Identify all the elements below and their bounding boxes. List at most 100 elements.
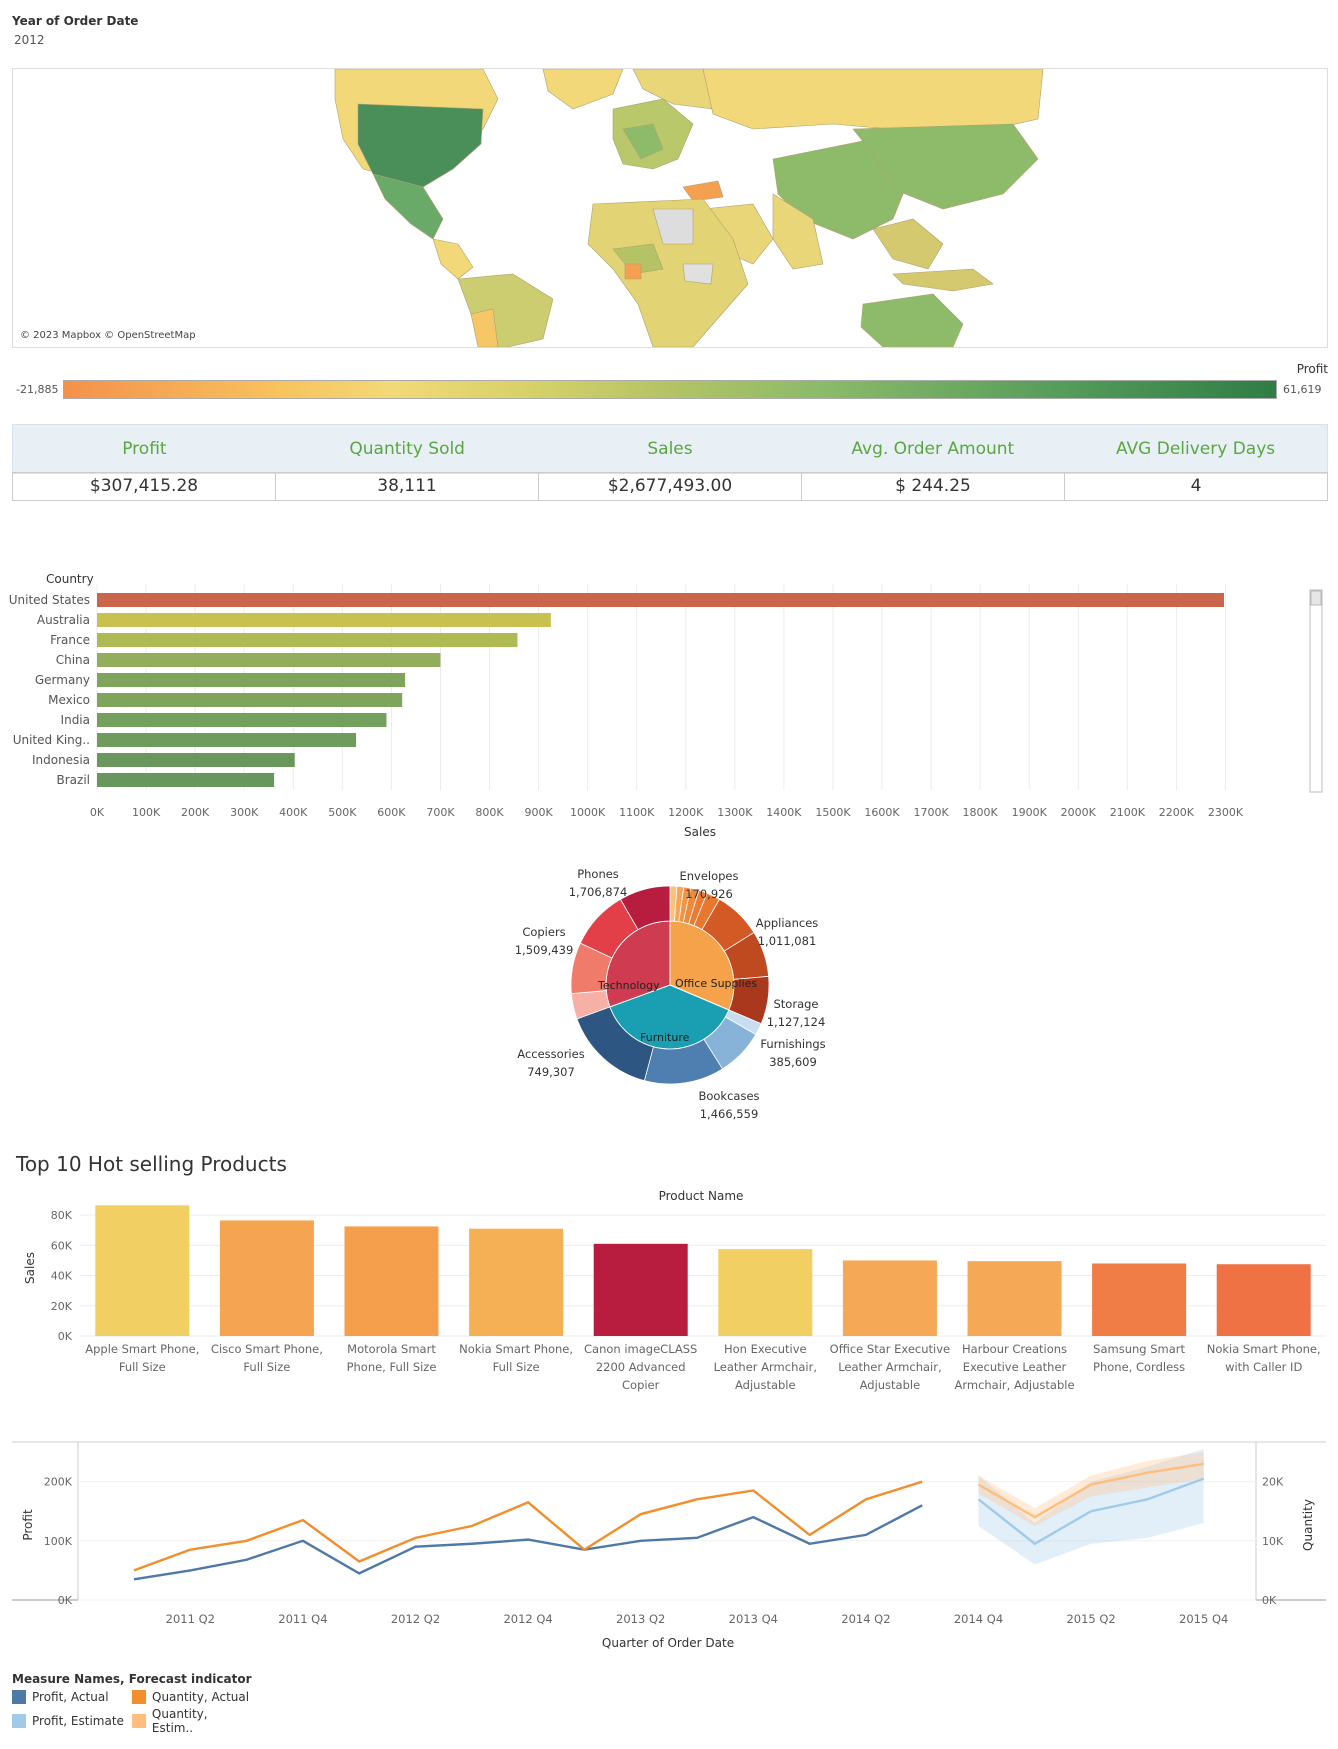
profit-color-scale xyxy=(63,380,1277,399)
product-label: Phone, Cordless xyxy=(1093,1360,1185,1374)
product-label: Hon Executive xyxy=(724,1342,807,1356)
series-line xyxy=(977,1462,1204,1519)
country-label: France xyxy=(50,633,90,647)
product-label: Harbour Creations xyxy=(962,1342,1067,1356)
x-tick-label: 600K xyxy=(377,806,406,819)
product-bar xyxy=(842,1260,937,1336)
x-tick-label: 2015 Q4 xyxy=(1179,1612,1228,1626)
x-tick-label: 700K xyxy=(426,806,455,819)
country-label: Australia xyxy=(37,613,90,627)
product-bar xyxy=(344,1226,439,1336)
country-bar xyxy=(97,733,357,747)
sunburst-outer-name: Bookcases xyxy=(698,1089,759,1103)
sunburst-outer-value: 170,926 xyxy=(685,887,733,901)
x-tick-label: 1100K xyxy=(619,806,655,819)
profit-choropleth-map[interactable] xyxy=(12,68,1328,348)
x-tick-label: 1900K xyxy=(1012,806,1048,819)
sunburst-outer-name: Phones xyxy=(577,867,619,881)
x-tick-label: 1700K xyxy=(913,806,949,819)
x-tick-label: 500K xyxy=(328,806,357,819)
filter-value[interactable]: 2012 xyxy=(14,33,45,47)
x-tick-label: 1300K xyxy=(717,806,753,819)
x-tick-label: 2015 Q2 xyxy=(1066,1612,1115,1626)
kpi-value-delivery-days: 4 xyxy=(1190,476,1202,496)
x-tick-label: 0K xyxy=(90,806,105,819)
kpi-value-quantity: 38,111 xyxy=(276,473,539,500)
forecast-band xyxy=(978,1449,1204,1565)
x-tick-label: 2011 Q4 xyxy=(278,1612,327,1626)
legend-item-profit-estimate[interactable]: Profit, Estimate xyxy=(12,1707,132,1735)
product-label: Canon imageCLASS xyxy=(584,1342,697,1356)
row-header: Country xyxy=(46,572,94,586)
product-label: Armchair, Adjustable xyxy=(954,1378,1074,1392)
x-tick-label: 2012 Q4 xyxy=(503,1612,552,1626)
x-tick-label: 100K xyxy=(132,806,161,819)
product-label: Motorola Smart xyxy=(347,1342,436,1356)
product-label: Office Star Executive xyxy=(830,1342,950,1356)
x-tick-label: 400K xyxy=(279,806,308,819)
forecast-band xyxy=(978,1452,1204,1526)
x-axis-title: Quarter of Order Date xyxy=(602,1636,734,1650)
sunburst-outer-value: 749,307 xyxy=(527,1065,575,1079)
y-left-tick-label: 100K xyxy=(44,1535,73,1548)
filter-title: Year of Order Date xyxy=(12,14,139,28)
product-label: Leather Armchair, xyxy=(838,1360,941,1374)
product-label: Phone, Full Size xyxy=(347,1360,437,1374)
legend-item-profit-actual[interactable]: Profit, Actual xyxy=(12,1690,132,1704)
sunburst-outer-name: Appliances xyxy=(756,916,819,930)
legend-item-quantity-estimate[interactable]: Quantity, Estim.. xyxy=(132,1707,252,1735)
x-tick-label: 2200K xyxy=(1159,806,1195,819)
y-right-axis-title: Quantity xyxy=(1301,1499,1315,1551)
product-label: Samsung Smart xyxy=(1093,1342,1185,1356)
country-bar xyxy=(97,613,551,627)
profit-quantity-forecast-chart[interactable]: 0K 100K 200K 0K 10K 20K Profit Quantity 2011 Q2 2… xyxy=(0,1440,1338,1660)
y-left-tick-label: 0K xyxy=(58,1594,73,1607)
product-bar xyxy=(1092,1263,1187,1336)
category-sunburst-chart[interactable]: Office Supplies Furniture Technology Envelo… xyxy=(480,860,860,1132)
sunburst-segment xyxy=(619,885,671,931)
country-label: Germany xyxy=(35,673,90,687)
profit-legend-max: 61,619 xyxy=(1283,383,1322,396)
sunburst-outer-value: 1,509,439 xyxy=(515,943,574,957)
series-line xyxy=(977,1477,1205,1546)
x-tick-label: 1200K xyxy=(668,806,704,819)
sunburst-outer-name: Accessories xyxy=(517,1047,584,1061)
kpi-value-sales: $2,677,493.00 xyxy=(539,473,802,500)
y-axis-title: Sales xyxy=(23,1252,37,1284)
country-bar xyxy=(97,673,406,687)
country-sales-bar-chart[interactable]: 0K 100K 200K 300K 400K 500K 600K 700K 800K 900K 10… xyxy=(0,566,1338,846)
sunburst-label-furniture: Furniture xyxy=(640,1031,690,1044)
product-label: Nokia Smart Phone, xyxy=(1207,1342,1321,1356)
y-tick-label: 0K xyxy=(58,1330,73,1343)
sunburst-outer-value: 385,609 xyxy=(769,1055,817,1069)
x-tick-label: 1400K xyxy=(766,806,802,819)
x-tick-label: 2300K xyxy=(1208,806,1244,819)
kpi-header-quantity: Quantity Sold xyxy=(349,439,465,459)
country-label: Mexico xyxy=(48,693,90,707)
product-label: Copier xyxy=(622,1378,660,1392)
sunburst-outer-name: Envelopes xyxy=(679,869,738,883)
y-right-tick-label: 10K xyxy=(1262,1535,1284,1548)
country-label: United King.. xyxy=(13,733,90,747)
legend-swatch xyxy=(12,1714,26,1728)
product-label: Nokia Smart Phone, xyxy=(459,1342,573,1356)
product-bar xyxy=(1216,1264,1311,1336)
kpi-value-avg-order: $ 244.25 xyxy=(802,473,1065,500)
x-tick-label: 800K xyxy=(475,806,504,819)
product-label: Full Size xyxy=(243,1360,290,1374)
product-label: Adjustable xyxy=(735,1378,796,1392)
legend-item-quantity-actual[interactable]: Quantity, Actual xyxy=(132,1690,252,1704)
legend-swatch xyxy=(132,1690,146,1704)
top-products-bar-chart[interactable]: Product Name 0K 20K 40K 60K 80K Sales Apple Sma… xyxy=(0,1180,1338,1410)
profit-legend-title: Profit xyxy=(1296,362,1328,376)
sunburst-outer-value: 1,011,081 xyxy=(758,934,817,948)
x-axis-title: Sales xyxy=(684,825,716,839)
country-label: Brazil xyxy=(57,773,91,787)
kpi-header-avg-order: Avg. Order Amount xyxy=(851,439,1015,459)
map-attribution: © 2023 Mapbox © OpenStreetMap xyxy=(20,330,196,341)
x-tick-label: 2014 Q4 xyxy=(954,1612,1003,1626)
kpi-value-row: $307,415.28 38,111 $2,677,493.00 $ 244.2… xyxy=(12,472,1328,501)
x-tick-label: 2013 Q4 xyxy=(729,1612,778,1626)
product-label: 2200 Advanced xyxy=(596,1360,686,1374)
x-tick-label: 1600K xyxy=(864,806,900,819)
